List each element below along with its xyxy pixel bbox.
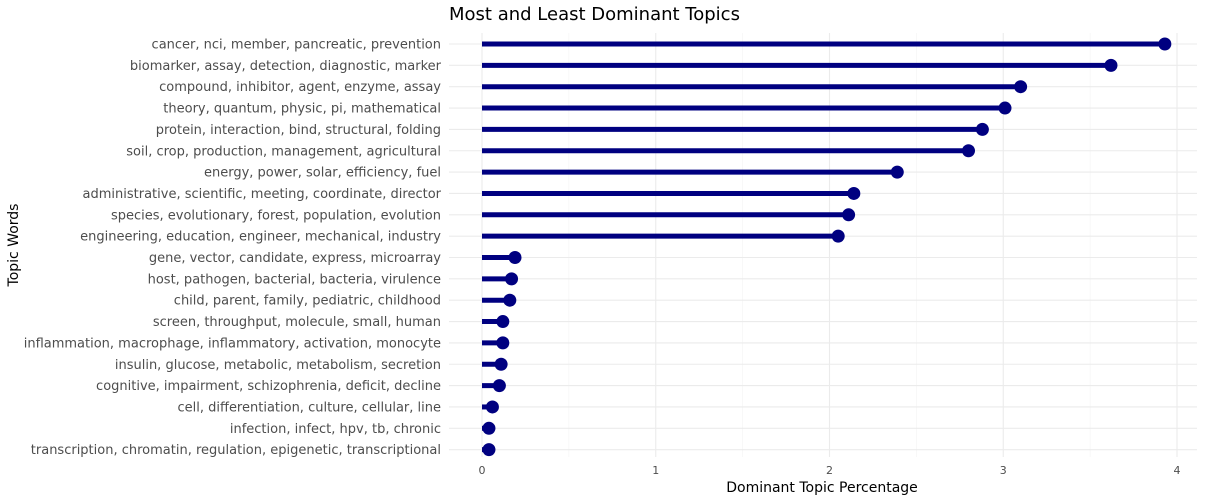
- lollipop-point: [842, 208, 856, 222]
- x-tick-label: 0: [479, 464, 486, 477]
- grid: [449, 33, 1197, 457]
- lollipop-point: [1104, 58, 1118, 72]
- lollipop-point: [496, 315, 510, 329]
- chart-title: Most and Least Dominant Topics: [449, 4, 740, 25]
- category-label: soil, crop, production, management, agri…: [126, 144, 441, 159]
- x-tick-labels: 0 1 2 3 4: [479, 464, 1181, 477]
- category-label: transcription, chromatin, regulation, ep…: [31, 443, 441, 458]
- category-label: inflammation, macrophage, inflammatory, …: [24, 336, 441, 351]
- lollipop-point: [890, 165, 904, 179]
- category-label: host, pathogen, bacterial, bacteria, vir…: [148, 272, 441, 287]
- category-label: screen, throughput, molecule, small, hum…: [153, 315, 441, 330]
- lollipop-point: [505, 272, 519, 286]
- category-label: compound, inhibitor, agent, enzyme, assa…: [159, 80, 441, 95]
- category-labels: cancer, nci, member, pancreatic, prevent…: [24, 38, 442, 459]
- lollipop-point: [1158, 37, 1172, 51]
- lollipop-point: [503, 293, 517, 307]
- category-label: cognitive, impairment, schizophrenia, de…: [96, 379, 441, 394]
- category-label: child, parent, family, pediatric, childh…: [174, 294, 441, 309]
- lollipop-point: [998, 101, 1012, 115]
- category-label: theory, quantum, physic, pi, mathematica…: [163, 102, 441, 117]
- lollipop-marks: [482, 37, 1172, 457]
- x-axis-title: Dominant Topic Percentage: [726, 480, 918, 496]
- lollipop-point: [496, 336, 510, 350]
- category-label: engineering, education, engineer, mechan…: [80, 230, 441, 245]
- category-label: administrative, scientific, meeting, coo…: [83, 187, 442, 202]
- lollipop-point: [492, 379, 506, 393]
- category-label: biomarker, assay, detection, diagnostic,…: [130, 59, 442, 74]
- lollipop-point: [508, 251, 522, 264]
- category-label: gene, vector, candidate, express, microa…: [149, 251, 441, 266]
- x-tick-label: 3: [1000, 464, 1007, 477]
- lollipop-point: [831, 229, 845, 243]
- lollipop-point: [485, 400, 499, 414]
- lollipop-point: [482, 421, 496, 435]
- lollipop-point: [975, 122, 989, 136]
- y-axis-title: Topic Words: [6, 204, 22, 288]
- category-label: insulin, glucose, metabolic, metabolism,…: [115, 358, 441, 373]
- lollipop-point: [1014, 80, 1028, 94]
- lollipop-point: [962, 144, 975, 158]
- lollipop-point: [494, 357, 508, 371]
- category-label: protein, interaction, bind, structural, …: [156, 123, 441, 138]
- category-label: cell, differentiation, culture, cellular…: [177, 400, 441, 415]
- lollipop-point: [847, 186, 861, 200]
- category-label: energy, power, solar, efficiency, fuel: [204, 166, 441, 181]
- x-tick-label: 2: [826, 464, 833, 477]
- category-label: species, evolutionary, forest, populatio…: [111, 208, 441, 223]
- category-label: infection, infect, hpv, tb, chronic: [230, 422, 441, 437]
- x-tick-label: 4: [1174, 464, 1181, 477]
- category-label: cancer, nci, member, pancreatic, prevent…: [152, 38, 441, 53]
- x-tick-label: 1: [652, 464, 659, 477]
- lollipop-point: [482, 443, 496, 457]
